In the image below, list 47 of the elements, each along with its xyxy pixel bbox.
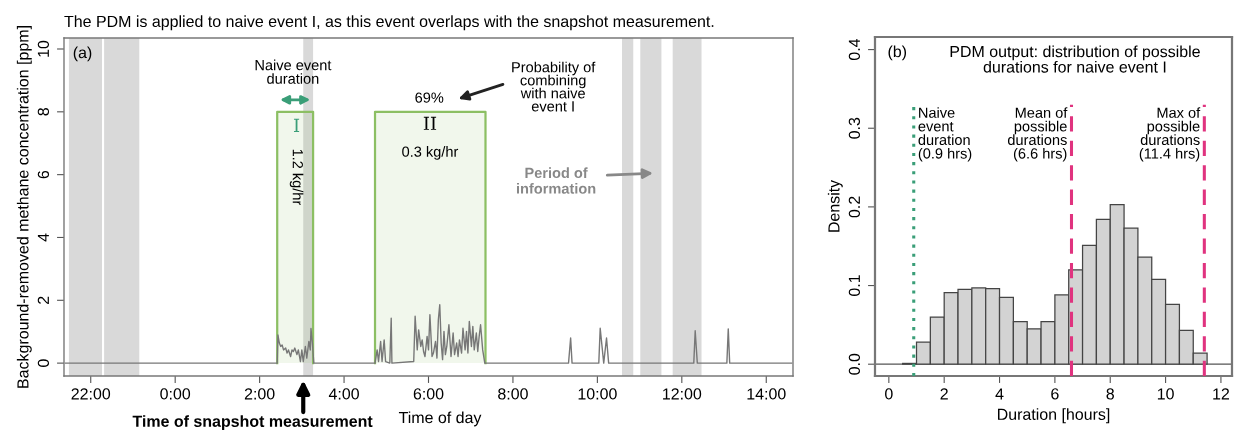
annotation: I	[293, 118, 300, 132]
y-tick-label: 4	[37, 233, 49, 242]
ref-line-label: Naive event duration (0.9 hrs)	[918, 107, 972, 162]
annotation: 1.2 kg/hr	[289, 149, 304, 206]
x-tick-label: 8	[1106, 388, 1114, 400]
x-axis-title: Time of day	[398, 411, 482, 427]
y-tick-label: 0.1	[848, 275, 861, 297]
ref-line-label: Mean of possible durations (6.6 hrs)	[1007, 107, 1068, 162]
x-tick-label: 0:00	[160, 388, 191, 400]
ref-line-label: Max of possible durations (11.4 hrs)	[1139, 107, 1201, 162]
x-tick-label: 10	[1157, 388, 1174, 400]
y-tick-label: 6	[37, 170, 50, 179]
y-tick-label: 0.3	[848, 117, 861, 139]
x-tick-label: 12	[1213, 388, 1230, 400]
y-tick-label: 10	[37, 40, 50, 57]
annotation: (a)	[73, 46, 92, 62]
y-tick-label: 8	[37, 108, 50, 116]
y-tick-label: 2	[37, 296, 49, 304]
x-tick-label: 6	[1051, 388, 1059, 400]
y-tick-label: 0	[37, 359, 50, 367]
annotation: 0.3 kg/hr	[402, 146, 459, 160]
x-tick-label: 4	[995, 388, 1004, 400]
x-tick-label: 6:00	[413, 388, 444, 400]
chart-title: The PDM is applied to naive event I, as this event overlaps with the snapshot measurement.	[64, 15, 714, 31]
x-tick-label: 22:00	[71, 388, 111, 400]
x-tick-label: 14:00	[747, 388, 786, 400]
annotation: Probability of combining with naive event I	[512, 61, 596, 112]
x-tick-label: 8:00	[498, 388, 528, 400]
annotation: 69%	[415, 92, 444, 103]
x-tick-label: 10:00	[578, 388, 617, 400]
annotation: Naive event duration	[255, 59, 332, 84]
annotation: Period of information	[517, 167, 596, 194]
y-axis-title: Background-removed methane concentration [ppm]	[16, 26, 32, 388]
annotation: II	[423, 116, 437, 130]
x-tick-label: 4:00	[328, 388, 359, 400]
y-tick-label: 0.4	[848, 38, 861, 61]
annotation: Time of snapshot measurement	[132, 415, 373, 431]
text: PDM output: distribution of possible durations for naive event I	[950, 45, 1200, 73]
y-tick-label: 0.2	[848, 196, 861, 218]
y-tick-label: 0.0	[848, 353, 861, 375]
x-tick-label: 2:00	[244, 388, 275, 400]
x-tick-label: 0	[885, 388, 893, 400]
y-axis-title: Density	[827, 179, 843, 232]
x-tick-label: 12:00	[663, 388, 702, 400]
annotation: (b)	[888, 45, 907, 61]
x-tick-label: 2	[940, 388, 948, 400]
x-axis-title: Duration [hours]	[998, 408, 1110, 424]
